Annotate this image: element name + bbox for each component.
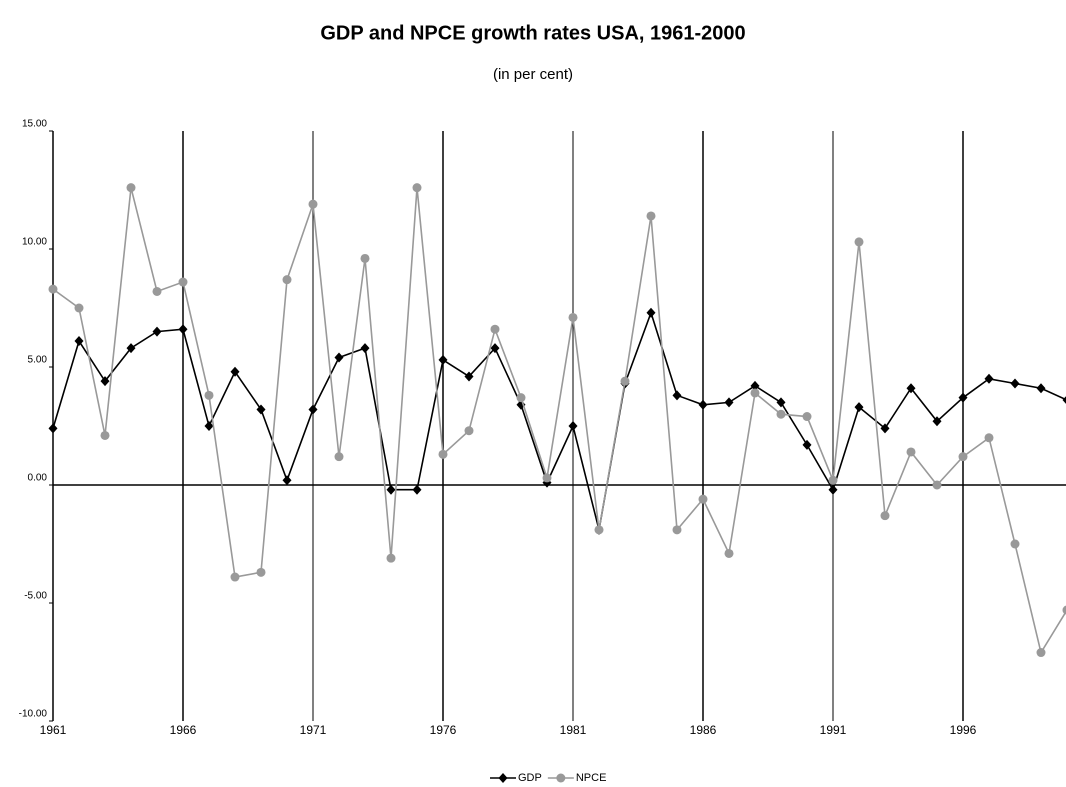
chart-subtitle: (in per cent): [493, 66, 573, 83]
point: [100, 376, 110, 387]
point: [932, 416, 942, 427]
point: [672, 525, 682, 535]
point: [1036, 383, 1046, 394]
point: [386, 484, 396, 495]
y-tick-label: 5.00: [28, 355, 48, 366]
chart-title: GDP and NPCE growth rates USA, 1961-2000: [320, 22, 745, 44]
y-tick-label: -10.00: [19, 709, 48, 720]
point: [100, 430, 110, 440]
point: [542, 473, 552, 483]
point: [724, 548, 734, 558]
point: [516, 393, 526, 403]
point: [230, 366, 240, 377]
point: [1062, 605, 1066, 615]
point: [204, 390, 214, 400]
point: [568, 421, 578, 431]
y-tick-label: 15.00: [22, 119, 47, 130]
point: [360, 343, 370, 354]
point: [620, 376, 630, 386]
point: [906, 447, 916, 457]
point: [256, 567, 266, 577]
x-tick-label: 1991: [820, 723, 847, 737]
point: [802, 439, 812, 450]
point: [204, 421, 214, 431]
point: [750, 388, 760, 398]
point: [126, 183, 136, 193]
point: [464, 371, 474, 382]
y-tick-label: -5.00: [24, 591, 47, 602]
point: [802, 412, 812, 422]
point: [958, 452, 968, 462]
point: [438, 354, 448, 365]
point: [1010, 378, 1020, 389]
point: [594, 525, 604, 535]
point: [880, 511, 890, 521]
x-tick-label: 1996: [950, 723, 977, 737]
point: [698, 494, 708, 504]
point: [828, 475, 838, 485]
point: [984, 373, 994, 384]
point: [854, 402, 864, 413]
legend-marker: [498, 773, 508, 783]
point: [1036, 648, 1046, 658]
point: [74, 303, 84, 313]
x-tick-label: 1961: [40, 723, 67, 737]
point: [724, 397, 734, 408]
point: [412, 484, 422, 495]
point: [490, 343, 500, 354]
series-line: [52, 187, 1066, 655]
point: [412, 183, 422, 193]
y-tick-label: 10.00: [22, 237, 47, 248]
legend-marker: [556, 773, 566, 783]
x-tick-label: 1976: [430, 723, 457, 737]
y-tick-label: 0.00: [28, 473, 48, 484]
point: [360, 253, 370, 263]
point: [230, 572, 240, 582]
point: [48, 284, 58, 294]
point: [256, 404, 266, 415]
x-tick-label: 1971: [300, 723, 327, 737]
point: [672, 390, 682, 401]
point: [646, 307, 656, 318]
x-tick-label: 1981: [560, 723, 587, 737]
point: [48, 423, 58, 434]
point: [828, 484, 838, 495]
point: [568, 312, 578, 322]
point: [1010, 539, 1020, 549]
point: [126, 343, 136, 354]
point: [750, 380, 760, 391]
x-tick-label: 1966: [170, 723, 197, 737]
point: [984, 433, 994, 443]
series-line: [52, 310, 1066, 531]
point: [282, 475, 292, 486]
point: [776, 409, 786, 419]
point: [698, 399, 708, 410]
legend-label: NPCE: [576, 772, 607, 784]
point: [776, 397, 786, 408]
point: [490, 324, 500, 334]
point: [958, 392, 968, 403]
point: [74, 336, 84, 347]
point: [152, 286, 162, 296]
point: [308, 199, 318, 209]
point: [152, 326, 162, 337]
point: [932, 480, 942, 490]
point: [438, 449, 448, 459]
point: [282, 275, 292, 285]
point: [178, 324, 188, 335]
point: [464, 426, 474, 436]
point: [646, 211, 656, 221]
point: [906, 383, 916, 394]
legend-label: GDP: [518, 772, 542, 784]
x-tick-label: 1986: [690, 723, 717, 737]
point: [386, 553, 396, 563]
point: [308, 404, 318, 415]
point: [1062, 396, 1066, 404]
point: [334, 452, 344, 462]
point: [854, 237, 864, 247]
point: [880, 423, 890, 434]
point: [334, 352, 344, 363]
point: [178, 277, 188, 287]
